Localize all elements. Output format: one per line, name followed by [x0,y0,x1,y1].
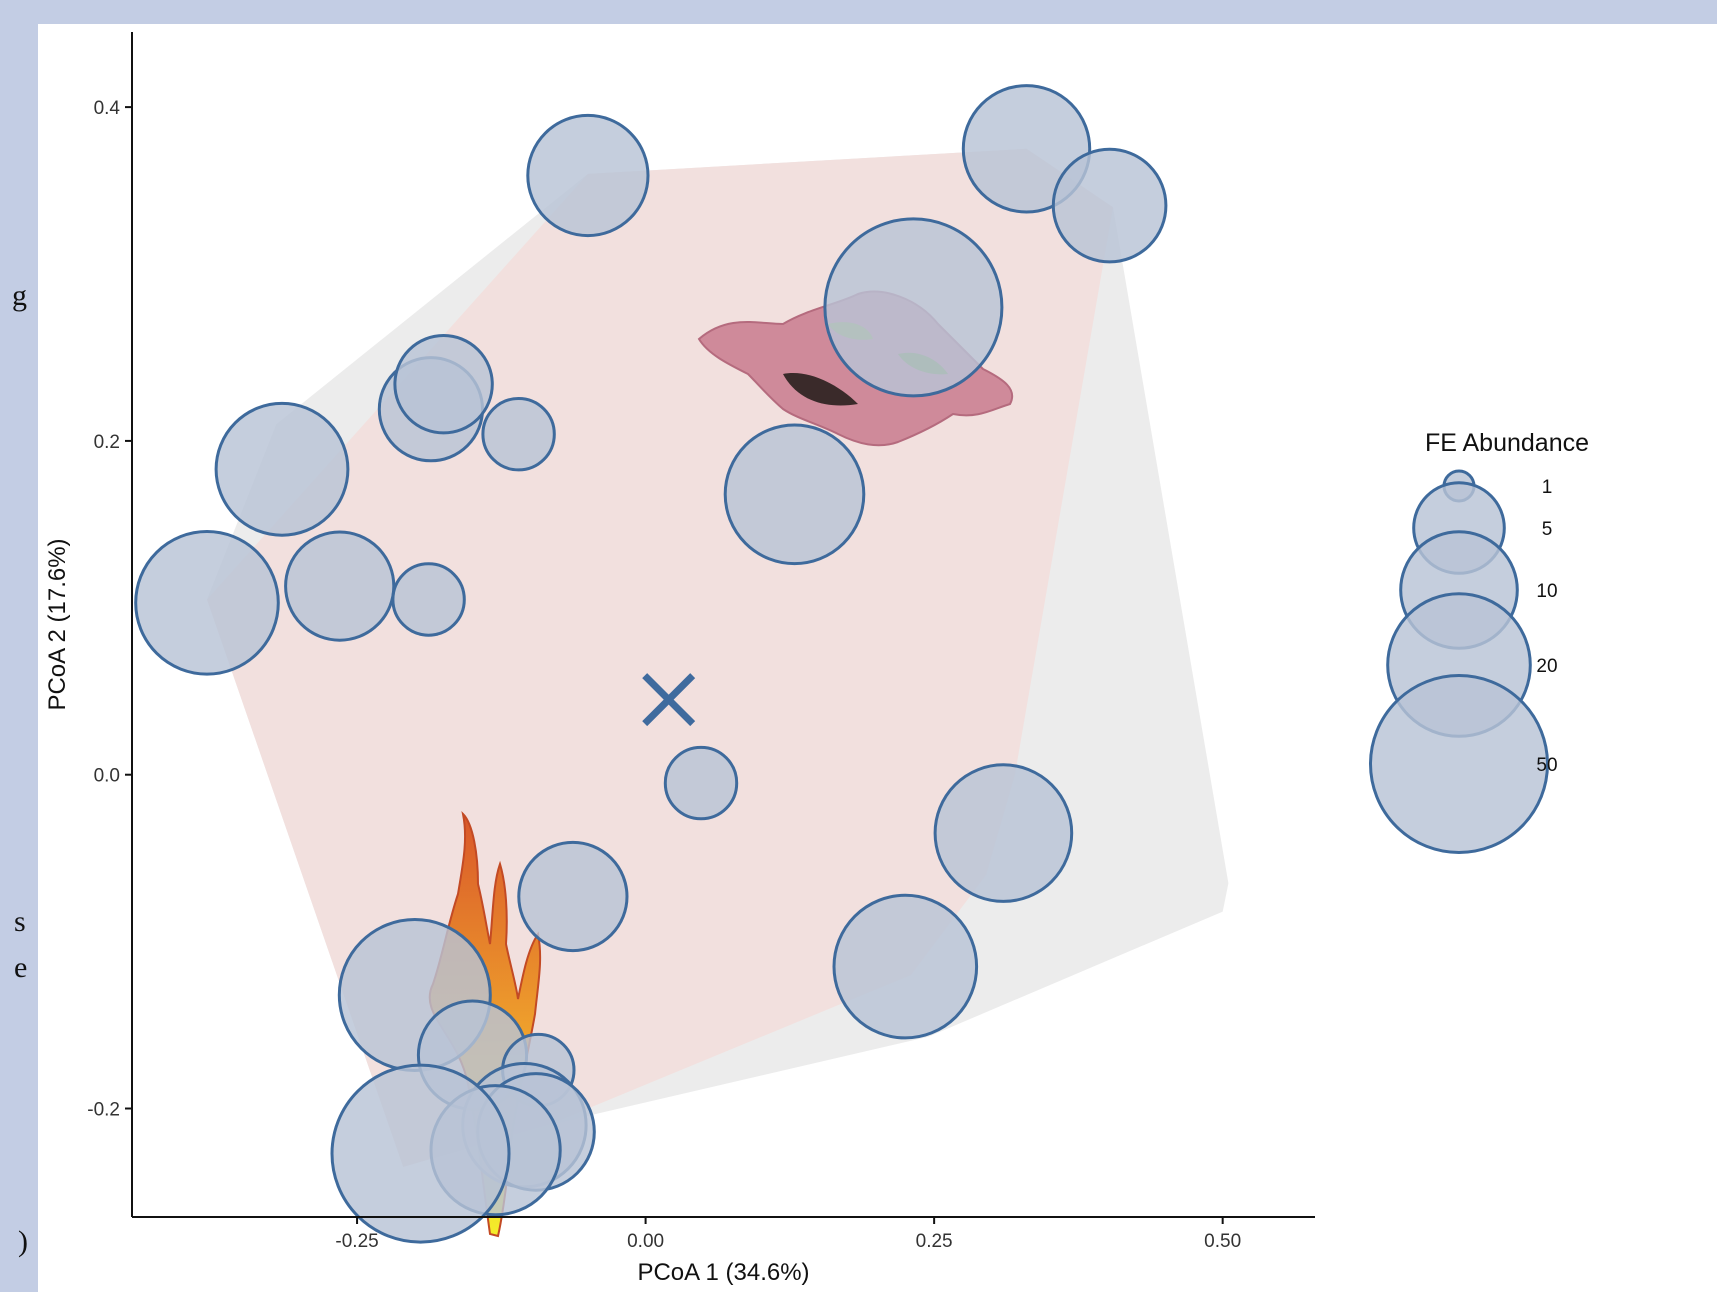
fe-point [391,562,466,637]
legend-layer: FE Abundance 1 5 10 20 50 [1369,429,1589,854]
x-tick-label: 0.00 [627,1231,664,1252]
fe-point [1051,147,1168,264]
fe-point [481,397,556,472]
cut-off-text-glyph: g [12,279,27,312]
fe-point [663,745,739,821]
y-tick-label: 0.0 [94,766,120,787]
legend-size-circle [1369,674,1549,854]
top-frame-band [0,0,1717,24]
y-tick-label: 0.2 [94,432,120,453]
x-tick-label: 0.50 [1204,1231,1241,1252]
legend-size-label: 10 [1536,581,1557,602]
fe-point [832,893,979,1040]
left-frame-strip: g s e ) [0,24,38,1292]
y-tick-label: -0.2 [87,1100,120,1121]
fe-point [823,217,1004,398]
centroid-layer [642,673,696,727]
cut-off-text-glyph: ) [18,1225,28,1258]
fe-point [723,423,866,566]
y-axis-title: PCoA 2 (17.6%) [44,538,71,710]
legend-size-label: 20 [1536,656,1557,677]
axes-layer: -0.25 0.00 0.25 0.50 -0.2 0.0 0.2 0.4 PCoA 1 (34… [44,32,1315,1286]
fe-point [526,113,650,238]
x-tick-label: -0.25 [335,1231,378,1252]
fe-point [393,334,494,435]
legend-size-label: 5 [1542,519,1553,540]
legend-size-label: 50 [1536,755,1557,776]
points-layer [134,84,1168,1244]
fe-point [284,530,396,642]
y-tick-label: 0.4 [94,98,121,119]
cut-off-text-glyph: e [14,951,28,984]
x-tick-label: 0.25 [916,1231,953,1252]
legend-size-label: 1 [1542,477,1553,498]
cut-off-text-glyph: s [14,905,26,938]
fe-point [134,530,280,676]
fe-point [517,840,629,953]
pcoa-scatter-chart: -0.25 0.00 0.25 0.50 -0.2 0.0 0.2 0.4 PCoA 1 (34… [44,32,1589,1286]
x-axis-title: PCoA 1 (34.6%) [637,1259,809,1286]
fe-point [933,763,1074,903]
centroid-marker-stroke [642,673,696,727]
fe-point [330,1063,511,1244]
fe-point [214,401,350,537]
legend-title: FE Abundance [1425,429,1589,457]
chart-panel: -0.25 0.00 0.25 0.50 -0.2 0.0 0.2 0.4 PCoA 1 (34… [38,24,1717,1292]
